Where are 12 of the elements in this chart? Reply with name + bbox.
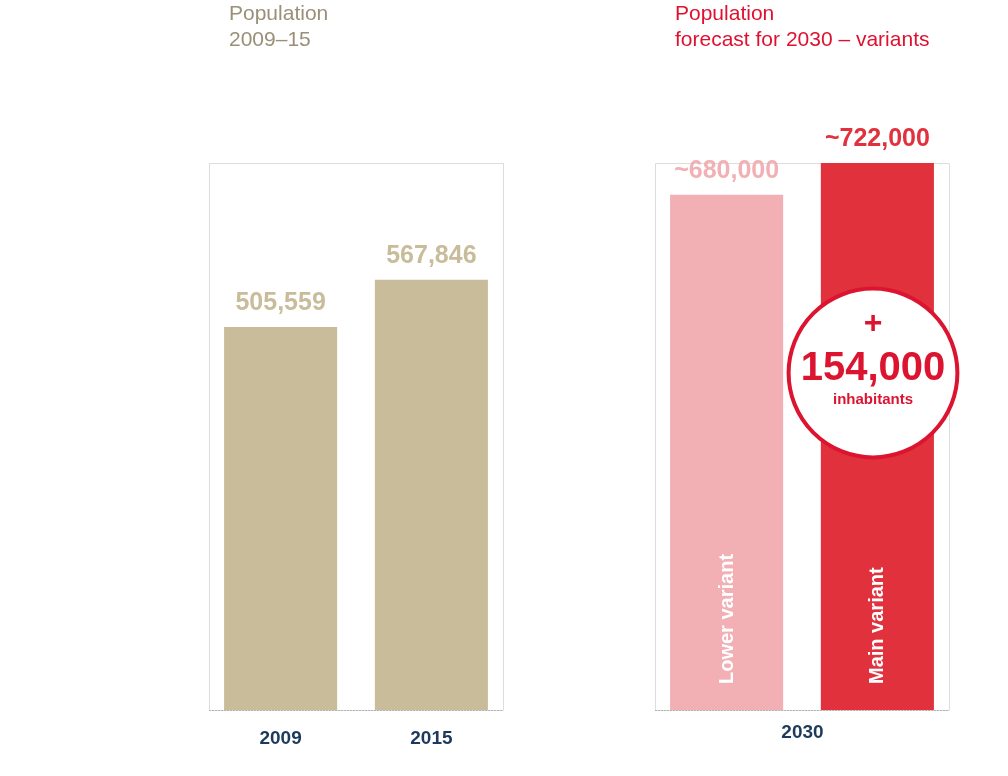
data-label: 505,559	[235, 286, 326, 315]
chart-title: Population 2009–15	[229, 1, 329, 50]
data-label: ~722,000	[824, 123, 930, 151]
x-tick-label: 2009	[259, 726, 302, 748]
x-axis-title: 2030	[781, 720, 824, 742]
data-label: ~680,000	[674, 154, 780, 183]
data-label: 567,846	[386, 239, 477, 268]
annotation: + 154,000 inhabitants	[800, 304, 946, 407]
chart-title: Population forecast for 2030 – variants	[675, 1, 930, 50]
category-label: Lower variant	[714, 553, 737, 684]
category-label: Main variant	[865, 567, 888, 684]
x-tick-label: 2015	[410, 726, 453, 748]
